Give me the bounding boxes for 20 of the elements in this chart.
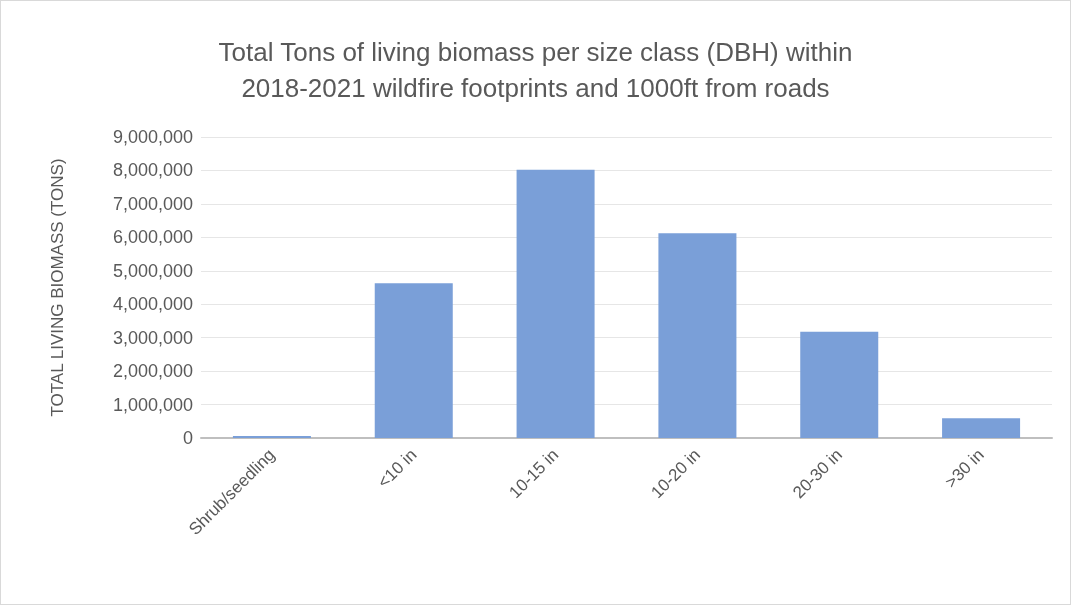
bar	[800, 331, 879, 438]
y-axis-title: TOTAL LIVING BIOMASS (TONS)	[48, 158, 67, 417]
bar	[374, 283, 453, 438]
y-tick-label: 6,000,000	[112, 227, 193, 248]
y-tick-label: 4,000,000	[112, 294, 193, 315]
y-tick-label: 5,000,000	[112, 260, 193, 281]
bar	[658, 233, 737, 438]
bar	[232, 435, 311, 438]
y-tick-label: 8,000,000	[112, 160, 193, 181]
y-tick-label: 0	[182, 428, 193, 448]
y-tick-label: 7,000,000	[112, 193, 193, 214]
y-tick-label: 2,000,000	[112, 361, 193, 382]
y-tick-label: 9,000,000	[112, 127, 193, 147]
x-tick-label: <10 in	[373, 445, 421, 492]
x-tick-label: >30 in	[941, 445, 988, 492]
chart-title: Total Tons of living biomass per size class (DBH) within 2018-2021 wildfire footprints and 1000ft from roads	[218, 37, 853, 103]
y-tick-label: 3,000,000	[112, 327, 193, 348]
bar	[942, 418, 1021, 438]
bar	[516, 169, 595, 438]
y-tick-label: 1,000,000	[112, 394, 193, 415]
